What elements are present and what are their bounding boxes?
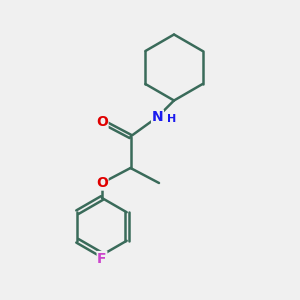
Text: O: O [96,176,108,190]
Text: F: F [97,252,107,266]
Text: H: H [167,113,176,124]
Text: O: O [96,115,108,128]
Text: N: N [152,110,163,124]
